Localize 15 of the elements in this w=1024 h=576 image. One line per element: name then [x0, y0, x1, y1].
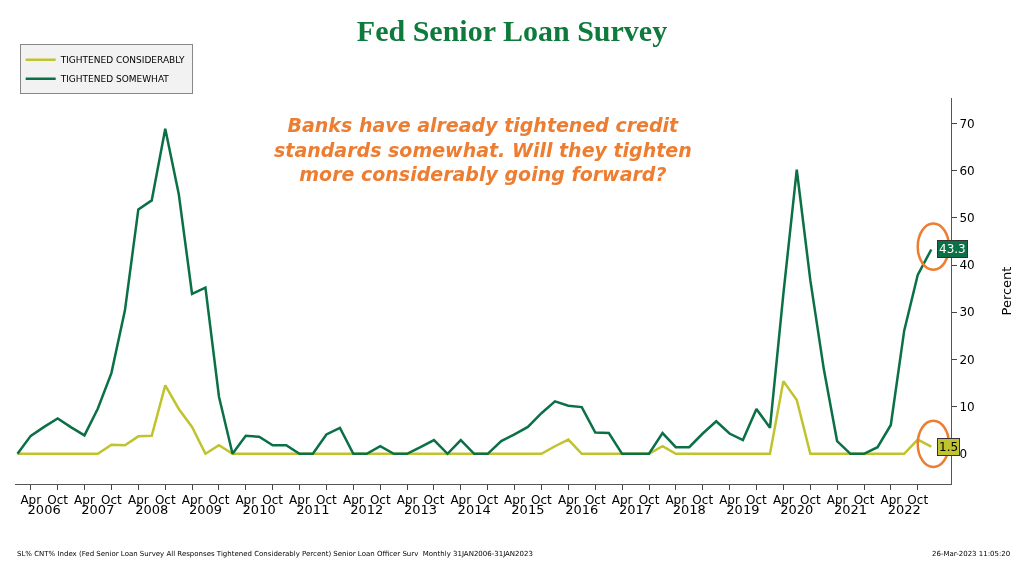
- y-tick-label: 20: [959, 352, 975, 367]
- y-tick-label: 30: [959, 305, 975, 320]
- y-tick-label: 40: [959, 258, 975, 273]
- y-axis-title: Percent: [999, 266, 1015, 316]
- chart-title: Fed Senior Loan Survey: [356, 14, 668, 48]
- data-label: 43.3: [939, 242, 966, 256]
- legend-label: TIGHTENED CONSIDERABLY: [59, 55, 186, 66]
- y-tick-label: 50: [959, 211, 975, 226]
- y-tick-label: 0: [959, 447, 968, 461]
- data-label: 1.5: [939, 440, 959, 454]
- legend-label: TIGHTENED SOMEWHAT: [59, 74, 170, 85]
- y-tick-label: 70: [959, 116, 975, 131]
- annotation: Banks have already tightened credit standards somewhat. Will they tighten more considerably going forward?: [274, 114, 692, 186]
- y-tick-label: 10: [959, 399, 975, 414]
- y-tick-label: 60: [959, 163, 975, 178]
